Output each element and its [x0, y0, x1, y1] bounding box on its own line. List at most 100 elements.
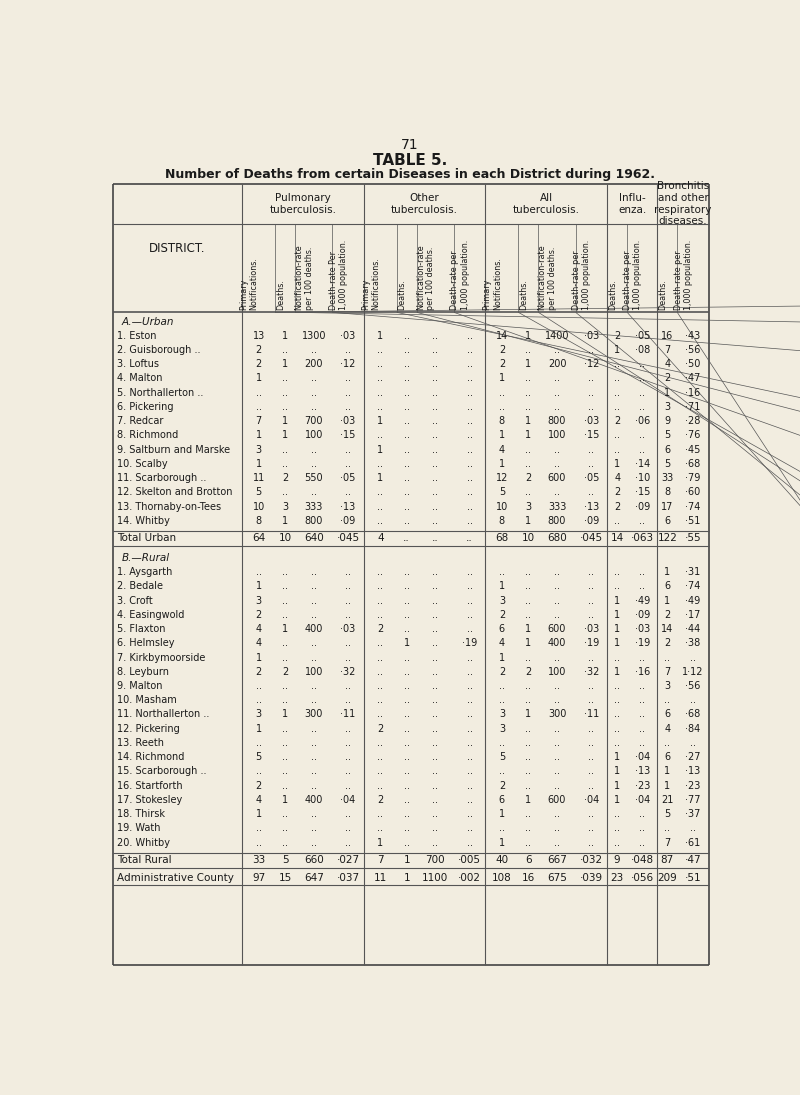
- Text: 16: 16: [661, 331, 674, 341]
- Text: ..: ..: [639, 373, 646, 383]
- Text: ..: ..: [526, 459, 531, 469]
- Text: ..: ..: [310, 809, 317, 819]
- Text: ..: ..: [432, 781, 438, 791]
- Text: ..: ..: [526, 445, 531, 454]
- Text: ..: ..: [588, 766, 594, 776]
- Text: 1: 1: [378, 473, 383, 483]
- Text: 6: 6: [664, 516, 670, 526]
- Text: ..: ..: [639, 823, 646, 833]
- Text: ..: ..: [432, 459, 438, 469]
- Text: ..: ..: [310, 695, 317, 705]
- Text: ..: ..: [588, 459, 594, 469]
- Text: 14. Richmond: 14. Richmond: [117, 752, 184, 762]
- Text: ..: ..: [345, 345, 351, 355]
- Text: ..: ..: [588, 567, 594, 577]
- Text: ·84: ·84: [686, 724, 701, 734]
- Text: ·28: ·28: [686, 416, 701, 426]
- Text: ..: ..: [588, 681, 594, 691]
- Text: 2: 2: [255, 667, 262, 677]
- Text: ..: ..: [310, 402, 317, 412]
- Text: 1·12: 1·12: [682, 667, 704, 677]
- Text: ..: ..: [345, 459, 351, 469]
- Text: 3: 3: [526, 502, 531, 511]
- Text: ..: ..: [588, 781, 594, 791]
- Text: 1: 1: [282, 795, 288, 805]
- Text: ..: ..: [378, 430, 383, 440]
- Text: 1: 1: [526, 638, 531, 648]
- Text: ..: ..: [404, 695, 410, 705]
- Text: ·38: ·38: [686, 638, 701, 648]
- Text: ..: ..: [282, 567, 288, 577]
- Text: ..: ..: [432, 638, 438, 648]
- Text: 1: 1: [404, 638, 410, 648]
- Text: ..: ..: [466, 610, 473, 620]
- Text: ..: ..: [614, 516, 620, 526]
- Text: 4: 4: [377, 533, 383, 543]
- Text: Notification-rate
per 100 deaths.: Notification-rate per 100 deaths.: [416, 244, 435, 310]
- Text: Deaths.: Deaths.: [608, 279, 617, 310]
- Text: DISTRICT.: DISTRICT.: [150, 242, 206, 254]
- Text: 8. Richmond: 8. Richmond: [117, 430, 178, 440]
- Text: ..: ..: [466, 738, 473, 748]
- Text: 6: 6: [499, 624, 505, 634]
- Text: 2: 2: [377, 795, 383, 805]
- Text: 1: 1: [526, 331, 531, 341]
- Text: 1: 1: [664, 388, 670, 397]
- Text: ..: ..: [432, 533, 438, 543]
- Text: 333: 333: [305, 502, 323, 511]
- Text: ..: ..: [256, 681, 262, 691]
- Text: ..: ..: [404, 653, 410, 662]
- Text: ..: ..: [310, 752, 317, 762]
- Text: ·19: ·19: [584, 638, 599, 648]
- Text: ·31: ·31: [686, 567, 701, 577]
- Text: ..: ..: [256, 766, 262, 776]
- Text: 680: 680: [547, 533, 567, 543]
- Text: ·55: ·55: [685, 533, 702, 543]
- Text: ..: ..: [690, 653, 696, 662]
- Text: ..: ..: [345, 653, 351, 662]
- Text: ·15: ·15: [634, 487, 650, 497]
- Text: ..: ..: [466, 710, 473, 719]
- Text: 700: 700: [426, 855, 445, 865]
- Text: 7: 7: [664, 838, 670, 848]
- Text: ..: ..: [345, 567, 351, 577]
- Text: 640: 640: [304, 533, 323, 543]
- Text: ·09: ·09: [341, 516, 356, 526]
- Text: ·47: ·47: [685, 855, 702, 865]
- Text: ..: ..: [639, 402, 646, 412]
- Text: 100: 100: [548, 667, 566, 677]
- Text: Death-rate per
1,000 population.: Death-rate per 1,000 population.: [674, 240, 693, 310]
- Text: ..: ..: [345, 752, 351, 762]
- Text: ..: ..: [345, 388, 351, 397]
- Text: ..: ..: [432, 653, 438, 662]
- Text: 1: 1: [526, 624, 531, 634]
- Text: 4: 4: [664, 359, 670, 369]
- Text: ..: ..: [404, 596, 410, 606]
- Text: ..: ..: [466, 430, 473, 440]
- Text: 1: 1: [526, 516, 531, 526]
- Text: ..: ..: [404, 838, 410, 848]
- Text: 7. Kirkbymoorside: 7. Kirkbymoorside: [117, 653, 205, 662]
- Text: ..: ..: [310, 487, 317, 497]
- Text: 4: 4: [614, 473, 620, 483]
- Text: ..: ..: [432, 445, 438, 454]
- Text: ..: ..: [466, 823, 473, 833]
- Text: 6: 6: [664, 445, 670, 454]
- Text: ..: ..: [466, 345, 473, 355]
- Text: ..: ..: [526, 610, 531, 620]
- Text: 17. Stokesley: 17. Stokesley: [117, 795, 182, 805]
- Text: 33: 33: [661, 473, 674, 483]
- Text: ..: ..: [614, 809, 620, 819]
- Text: 10. Masham: 10. Masham: [117, 695, 176, 705]
- Text: ·03: ·03: [634, 624, 650, 634]
- Text: ..: ..: [345, 638, 351, 648]
- Text: ..: ..: [310, 388, 317, 397]
- Text: 8: 8: [664, 487, 670, 497]
- Text: ..: ..: [639, 359, 646, 369]
- Text: Death-rate Per
1,000 population.: Death-rate Per 1,000 population.: [329, 240, 348, 310]
- Text: ..: ..: [310, 459, 317, 469]
- Text: ·027: ·027: [337, 855, 360, 865]
- Text: ..: ..: [526, 838, 531, 848]
- Text: 1: 1: [664, 596, 670, 606]
- Text: ·37: ·37: [686, 809, 701, 819]
